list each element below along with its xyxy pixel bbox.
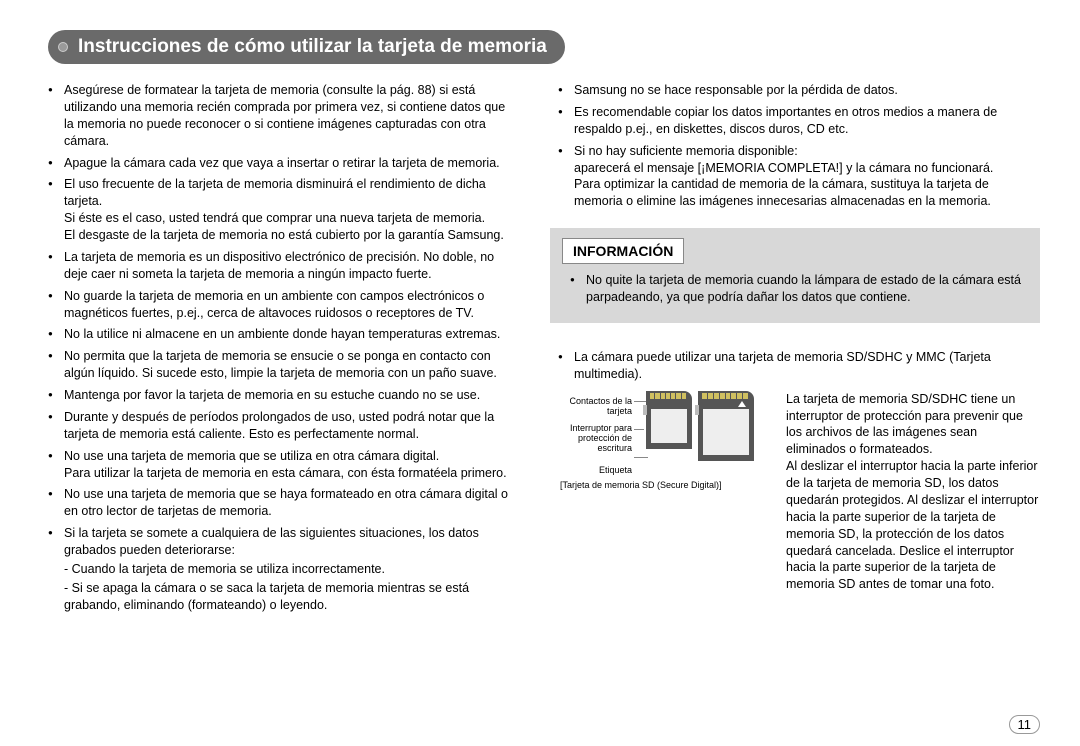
- left-bullet: Apague la cámara cada vez que vaya a ins…: [54, 155, 510, 172]
- sd-card-diagram: Contactos de la tarjeta Interruptor para…: [550, 391, 770, 501]
- left-bullet: No use una tarjeta de memoria que se uti…: [54, 448, 510, 482]
- sd-label-area: [703, 409, 749, 455]
- left-column: Asegúrese de formatear la tarjeta de mem…: [40, 82, 510, 619]
- sd-write-switch-icon: [695, 405, 699, 415]
- page-number: 11: [1009, 715, 1041, 734]
- sd-cards-group: [646, 391, 754, 461]
- right-bullet: Samsung no se hace responsable por la pé…: [564, 82, 1040, 99]
- left-bullet-list: Asegúrese de formatear la tarjeta de mem…: [40, 82, 510, 559]
- sd-card-small-icon: [646, 391, 692, 449]
- sd-contacts-icon: [650, 393, 686, 399]
- sd-arrow-icon: [738, 401, 746, 407]
- left-bullet: El uso frecuente de la tarjeta de memori…: [54, 176, 510, 244]
- leader-line: [634, 401, 646, 402]
- information-box: INFORMACIÓN No quite la tarjeta de memor…: [550, 228, 1040, 323]
- right-mid-bullet: La cámara puede utilizar una tarjeta de …: [564, 349, 1040, 383]
- left-bullet: No permita que la tarjeta de memoria se …: [54, 348, 510, 382]
- sd-diagram-labels: Contactos de la tarjeta Interruptor para…: [550, 397, 632, 484]
- sd-paragraph: La tarjeta de memoria SD/SDHC tiene un i…: [786, 391, 1040, 594]
- content-columns: Asegúrese de formatear la tarjeta de mem…: [40, 82, 1040, 619]
- information-heading: INFORMACIÓN: [562, 238, 684, 264]
- left-bullet: Mantenga por favor la tarjeta de memoria…: [54, 387, 510, 404]
- sd-diagram-caption: [Tarjeta de memoria SD (Secure Digital)]: [560, 481, 722, 491]
- right-top-bullet-list: Samsung no se hace responsable por la pé…: [550, 82, 1040, 210]
- info-bullet-list: No quite la tarjeta de memoria cuando la…: [562, 272, 1028, 306]
- sd-label-label: Etiqueta: [550, 466, 632, 476]
- page-title: Instrucciones de cómo utilizar la tarjet…: [48, 30, 565, 64]
- right-column: Samsung no se hace responsable por la pé…: [550, 82, 1040, 619]
- sd-card-row: Contactos de la tarjeta Interruptor para…: [550, 391, 1040, 594]
- info-bullet: No quite la tarjeta de memoria cuando la…: [576, 272, 1028, 306]
- left-bullet: No guarde la tarjeta de memoria en un am…: [54, 288, 510, 322]
- sd-label-switch: Interruptor para protección de escritura: [550, 424, 632, 454]
- sd-contacts-icon: [702, 393, 748, 399]
- left-bullet: Durante y después de períodos prolongado…: [54, 409, 510, 443]
- left-bullet: Asegúrese de formatear la tarjeta de mem…: [54, 82, 510, 150]
- right-mid-bullet-list: La cámara puede utilizar una tarjeta de …: [550, 349, 1040, 383]
- sd-label-area: [651, 409, 687, 443]
- sd-card-large-icon: [698, 391, 754, 461]
- left-sub-item: - Si se apaga la cámara o se saca la tar…: [40, 580, 510, 614]
- sd-label-contacts: Contactos de la tarjeta: [550, 397, 632, 417]
- leader-line: [634, 429, 644, 430]
- title-dot-icon: [58, 42, 68, 52]
- right-bullet: Es recomendable copiar los datos importa…: [564, 104, 1040, 138]
- left-bullet: Si la tarjeta se somete a cualquiera de …: [54, 525, 510, 559]
- right-bullet: Si no hay suficiente memoria disponible:…: [564, 143, 1040, 211]
- left-sub-item: - Cuando la tarjeta de memoria se utiliz…: [40, 561, 510, 578]
- title-text: Instrucciones de cómo utilizar la tarjet…: [78, 36, 547, 58]
- left-bullet: La tarjeta de memoria es un dispositivo …: [54, 249, 510, 283]
- left-bullet: No use una tarjeta de memoria que se hay…: [54, 486, 510, 520]
- sd-write-switch-icon: [643, 405, 647, 415]
- left-bullet: No la utilice ni almacene en un ambiente…: [54, 326, 510, 343]
